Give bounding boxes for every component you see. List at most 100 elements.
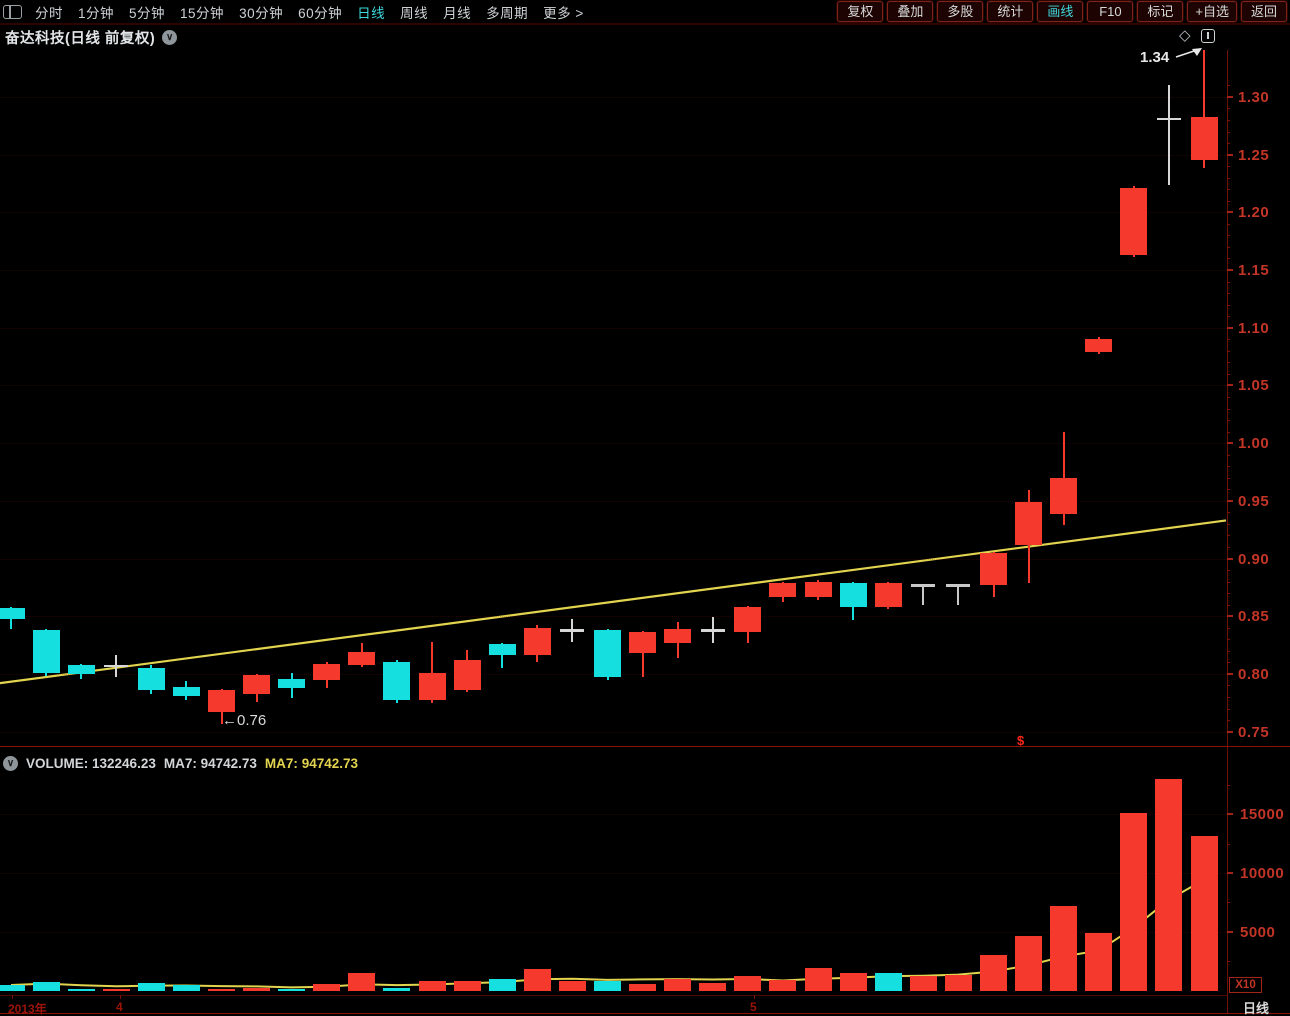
candle-body: [383, 662, 411, 701]
price-minor-tick: [1227, 304, 1230, 306]
volume-bar: [32, 982, 60, 991]
price-minor-tick: [1227, 535, 1230, 537]
volume-tick: [1227, 930, 1233, 933]
tool-buttons: 复权 叠加 多股 统计 画线 F10 标记 +自选 返回: [837, 1, 1287, 22]
volume-bar: [699, 982, 727, 991]
annotation-arrow-head: [1192, 48, 1202, 56]
period-label: 日线: [1243, 1001, 1270, 1016]
candle-body: [243, 675, 271, 694]
price-label: 0.80: [1238, 665, 1270, 683]
price-tick: [1227, 95, 1233, 98]
date-axis-line: [0, 995, 1227, 996]
price-label: 1.20: [1238, 204, 1270, 222]
top-toolbar: 分时 1分钟 5分钟 15分钟 30分钟 60分钟 日线 周线 月线 多周期 更多 > 复权 叠加 多股…: [0, 0, 1290, 23]
low-price-annotation: ←0.76: [222, 712, 267, 729]
tool-button[interactable]: 叠加: [887, 1, 934, 22]
price-minor-tick: [1227, 120, 1230, 122]
ma1-value: 94742.73: [200, 756, 257, 771]
candle-wick: [641, 631, 644, 678]
candle-body: [874, 582, 902, 607]
volume-axis-label: 15000: [1240, 806, 1285, 824]
volume-bar: [594, 980, 622, 991]
tool-button[interactable]: 标记: [1137, 1, 1184, 22]
period-tab[interactable]: 1分钟: [78, 5, 115, 21]
doji-candle-bar: [700, 629, 725, 632]
date-label: 5: [750, 1000, 757, 1014]
date-tick: [120, 995, 121, 999]
chevron-down-circle-icon[interactable]: ∨: [162, 30, 178, 45]
candle-body: [32, 630, 60, 673]
price-minor-tick: [1227, 373, 1230, 375]
price-minor-tick: [1227, 143, 1230, 145]
date-label: 4: [116, 1000, 123, 1014]
price-gridline: [0, 154, 1227, 156]
volume-bar: [558, 980, 586, 991]
volume-bar: [278, 989, 306, 991]
price-tick: [1227, 153, 1233, 156]
period-tab[interactable]: 5分钟: [129, 5, 166, 21]
period-tab[interactable]: 日线: [357, 5, 386, 21]
price-tick: [1227, 211, 1233, 214]
price-tick: [1227, 672, 1233, 675]
ex-dividend-marker[interactable]: $: [1017, 733, 1025, 748]
period-tab[interactable]: 15分钟: [180, 5, 225, 21]
period-tab[interactable]: 多周期: [486, 5, 529, 21]
volume-bar: [664, 979, 692, 991]
price-gridline: [0, 270, 1227, 272]
doji-candle-bar: [1156, 117, 1181, 121]
price-gridline: [0, 443, 1227, 445]
candle-body: [1085, 339, 1113, 352]
price-minor-tick: [1227, 454, 1230, 456]
period-tab[interactable]: 周线: [400, 5, 429, 21]
price-label: 0.85: [1238, 608, 1270, 626]
volume-bar: [839, 973, 867, 991]
price-minor-tick: [1227, 200, 1230, 202]
tool-button[interactable]: 返回: [1241, 1, 1287, 22]
price-minor-tick: [1227, 639, 1230, 641]
tool-button[interactable]: 多股: [937, 1, 984, 22]
tool-button[interactable]: 画线: [1037, 1, 1084, 22]
volume-bar: [769, 979, 797, 991]
tool-button[interactable]: 复权: [837, 1, 884, 22]
price-minor-tick: [1227, 408, 1230, 410]
period-tab[interactable]: 分时: [35, 5, 63, 21]
volume-gridline: [0, 873, 1227, 875]
tool-button[interactable]: +自选: [1187, 1, 1237, 22]
volume-axis-label: 10000: [1240, 865, 1285, 883]
high-price-annotation: 1.34: [1140, 49, 1170, 66]
price-tick: [1227, 615, 1233, 618]
period-tab[interactable]: 30分钟: [239, 5, 284, 21]
price-tick: [1227, 730, 1233, 733]
tool-button[interactable]: F10: [1087, 1, 1134, 22]
price-minor-tick: [1227, 546, 1230, 548]
window-panel-icon[interactable]: [3, 4, 22, 19]
panel-toggle-icon[interactable]: [1200, 28, 1215, 43]
price-minor-tick: [1227, 512, 1230, 514]
annotation-arrow-line: [1175, 49, 1198, 58]
price-minor-tick: [1227, 650, 1230, 652]
candle-body: [453, 660, 481, 691]
tool-button[interactable]: 统计: [987, 1, 1034, 22]
price-minor-tick: [1227, 477, 1230, 479]
price-tick: [1227, 557, 1233, 560]
period-tab[interactable]: 月线: [443, 5, 472, 21]
volume-bar: [909, 976, 937, 991]
diamond-icon[interactable]: ◇: [1179, 27, 1191, 44]
candle-body: [418, 672, 446, 701]
volume-bar: [523, 969, 551, 991]
price-minor-tick: [1227, 396, 1230, 398]
period-tab[interactable]: 60分钟: [298, 5, 343, 21]
price-tick: [1227, 384, 1233, 387]
date-label: 2013年: [8, 1002, 47, 1016]
period-tab[interactable]: 更多 >: [543, 5, 584, 21]
volume-collapse-icon[interactable]: ∨: [3, 756, 18, 771]
bottom-border-line: [0, 1013, 1290, 1014]
candle-body: [313, 663, 341, 680]
price-label: 1.15: [1238, 262, 1270, 280]
price-minor-tick: [1227, 697, 1230, 699]
volume-minor-tick: [1227, 961, 1230, 963]
date-tick: [754, 995, 755, 999]
price-axis-line: [1227, 50, 1228, 1013]
stock-title: 奋达科技(日线 前复权): [5, 31, 156, 47]
candle-body: [348, 652, 376, 665]
